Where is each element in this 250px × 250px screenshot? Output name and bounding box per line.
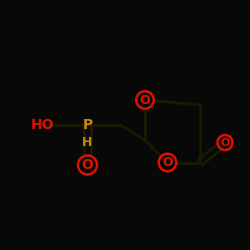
Circle shape	[136, 91, 154, 109]
Text: P: P	[82, 118, 92, 132]
Circle shape	[218, 135, 232, 150]
Text: O: O	[220, 138, 230, 147]
Text: O: O	[82, 158, 94, 172]
Text: HO: HO	[31, 118, 54, 132]
Circle shape	[159, 154, 176, 171]
Text: O: O	[162, 156, 173, 169]
Text: H: H	[82, 136, 93, 149]
Circle shape	[78, 156, 97, 174]
Text: O: O	[140, 94, 150, 106]
